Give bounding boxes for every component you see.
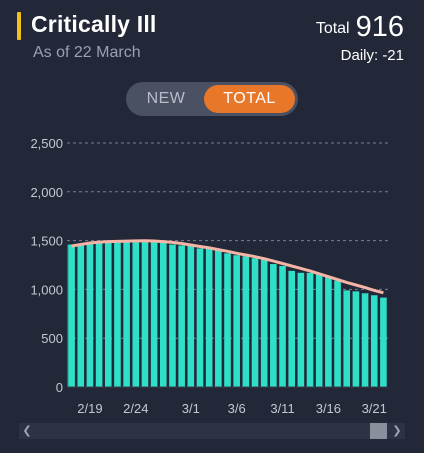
bar[interactable] — [150, 241, 158, 387]
bar[interactable] — [325, 276, 332, 387]
bar[interactable] — [242, 256, 250, 387]
y-tick-label: 500 — [41, 331, 63, 346]
bar[interactable] — [343, 290, 351, 387]
bar[interactable] — [297, 272, 305, 387]
bar[interactable] — [114, 240, 121, 387]
daily-change: Daily: -21 — [340, 47, 404, 64]
horizontal-scrollbar[interactable]: ❮ ❯ — [19, 423, 405, 439]
card-title: Critically Ill — [31, 11, 157, 37]
scrollbar-thumb[interactable] — [370, 423, 387, 439]
bar[interactable] — [159, 242, 167, 387]
toggle-total-button[interactable]: TOTAL — [204, 85, 295, 113]
bar[interactable] — [187, 245, 195, 387]
title-accent-bar — [17, 12, 21, 40]
total-value: 916 — [355, 11, 404, 43]
x-tick-label: 2/24 — [123, 401, 148, 416]
bar[interactable] — [95, 241, 103, 387]
y-tick-label: 1,500 — [30, 234, 63, 249]
bar[interactable] — [306, 272, 314, 387]
bar[interactable] — [104, 240, 112, 387]
bar[interactable] — [169, 244, 176, 387]
bar[interactable] — [215, 250, 222, 387]
new-total-toggle[interactable]: NEW TOTAL — [126, 82, 298, 116]
bar[interactable] — [334, 280, 341, 387]
chevron-right-icon[interactable]: ❯ — [392, 425, 402, 437]
trend-line — [71, 239, 384, 295]
bar[interactable] — [77, 243, 85, 387]
bar[interactable] — [196, 248, 204, 387]
x-tick-label: 3/6 — [228, 401, 246, 416]
x-tick-label: 2/19 — [77, 401, 102, 416]
x-tick-label: 3/11 — [270, 401, 294, 416]
as-of-date: As of 22 March — [33, 44, 141, 61]
bar[interactable] — [86, 242, 94, 387]
bar[interactable] — [132, 240, 140, 387]
bar[interactable] — [260, 259, 268, 387]
bar[interactable] — [178, 245, 185, 387]
bar[interactable] — [279, 265, 286, 387]
total-label: Total — [315, 20, 350, 37]
x-tick-label: 3/16 — [316, 401, 341, 416]
bar[interactable] — [68, 244, 75, 387]
bar[interactable] — [233, 255, 240, 387]
bar[interactable] — [352, 291, 360, 387]
bar[interactable] — [205, 248, 213, 387]
bar[interactable] — [224, 253, 231, 387]
bar[interactable] — [361, 293, 369, 387]
y-tick-label: 2,500 — [30, 136, 63, 151]
y-tick-label: 1,000 — [30, 282, 63, 297]
toggle-new-button[interactable]: NEW — [146, 90, 186, 107]
bar[interactable] — [251, 258, 259, 387]
total-summary: Total 916 — [316, 11, 404, 44]
bar[interactable] — [380, 297, 387, 387]
bar[interactable] — [288, 270, 296, 387]
chevron-left-icon[interactable]: ❮ — [22, 425, 32, 437]
y-tick-label: 0 — [56, 380, 63, 395]
bar[interactable] — [370, 295, 378, 387]
y-tick-label: 2,000 — [30, 185, 63, 200]
x-tick-label: 3/1 — [182, 401, 200, 416]
bar[interactable] — [123, 240, 130, 387]
bar[interactable] — [270, 264, 277, 387]
bar[interactable] — [141, 240, 149, 387]
x-tick-label: 3/21 — [362, 401, 387, 416]
bar[interactable] — [315, 273, 323, 387]
